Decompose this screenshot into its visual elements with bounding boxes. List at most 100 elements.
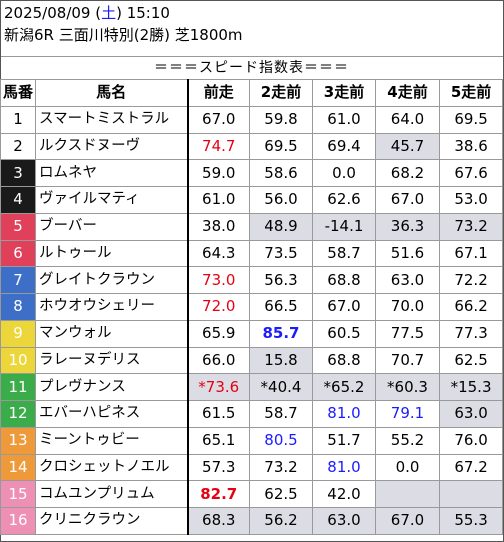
table-row: 4 ヴァイルマティ 61.0 56.0 62.6 67.0 53.0 [0, 186, 504, 214]
speed-index-cell: 77.5 [375, 319, 440, 348]
horse-name: ホウオウシェリー [35, 293, 189, 321]
speed-index-cell: 42.0 [312, 480, 376, 508]
horse-number: 14 [0, 453, 36, 482]
speed-index-cell: 0.0 [375, 453, 440, 482]
speed-index-cell: 62.6 [312, 186, 376, 214]
speed-index-cell [438, 480, 504, 508]
speed-index-cell: 56.3 [249, 266, 313, 294]
horse-number: 7 [0, 266, 36, 294]
horse-name: プレヴナンス [35, 373, 189, 401]
speed-index-cell: 38.6 [438, 132, 504, 161]
table-banner: ＝＝＝スピード指数表＝＝＝ [0, 56, 503, 80]
speed-index-cell: *65.2 [312, 373, 376, 401]
speed-index-cell: 68.3 [187, 507, 250, 535]
speed-index-cell: 63.0 [312, 507, 376, 535]
speed-index-cell: 61.0 [187, 186, 250, 214]
speed-index-cell: *40.4 [249, 373, 313, 401]
speed-index-cell: 67.0 [375, 507, 440, 535]
horse-name: クロシェットノエル [35, 453, 189, 482]
race-datetime: 2025/08/09 (土) 15:10 [4, 3, 170, 23]
table-banner-row: ＝＝＝スピード指数表＝＝＝ [0, 56, 503, 80]
horse-name: ルトゥール [35, 239, 189, 268]
table-row: 3 ロムネヤ 59.0 58.6 0.0 68.2 67.6 [0, 159, 504, 187]
speed-index-cell: 56.2 [249, 507, 313, 535]
horse-name: エバーハピネス [35, 400, 189, 428]
speed-index-cell: 77.3 [438, 319, 504, 348]
horse-number: 2 [0, 132, 36, 161]
horse-number: 11 [0, 373, 36, 401]
speed-index-cell: 55.2 [375, 426, 440, 455]
speed-index-cell: 73.0 [187, 266, 250, 294]
speed-index-cell: -14.1 [312, 212, 376, 241]
speed-index-cell: 67.0 [187, 105, 250, 134]
horse-number: 4 [0, 186, 36, 214]
speed-index-cell: *73.6 [187, 373, 250, 401]
speed-index-cell: 60.5 [312, 319, 376, 348]
weekday-text: 土 [101, 4, 117, 22]
horse-name: スマートミストラル [35, 105, 189, 134]
speed-index-cell: 81.0 [312, 453, 376, 482]
speed-index-cell: 73.2 [249, 453, 313, 482]
table-row: 12 エバーハピネス 61.5 58.7 81.0 79.1 63.0 [0, 400, 504, 428]
speed-index-cell: 63.0 [375, 266, 440, 294]
col-header-4th: 4走前 [375, 79, 440, 107]
speed-index-cell: 73.5 [249, 239, 313, 268]
col-header-number: 馬番 [0, 79, 36, 107]
speed-index-cell: *60.3 [375, 373, 440, 401]
speed-index-cell: 56.0 [249, 186, 313, 214]
speed-index-cell: 70.7 [375, 346, 440, 375]
speed-index-cell: 67.1 [438, 239, 504, 268]
speed-index-cell: 62.5 [249, 480, 313, 508]
horse-name: ミーントゥビー [35, 426, 189, 455]
speed-index-cell: 36.3 [375, 212, 440, 241]
col-header-name: 馬名 [35, 79, 189, 107]
table-row: 15 コムユンプリュム 82.7 62.5 42.0 [0, 480, 504, 508]
horse-number: 8 [0, 293, 36, 321]
speed-index-cell: 74.7 [187, 132, 250, 161]
speed-index-cell: 65.1 [187, 426, 250, 455]
speed-index-cell: 68.2 [375, 159, 440, 187]
speed-index-cell: 59.0 [187, 159, 250, 187]
speed-index-cell: 68.8 [312, 266, 376, 294]
speed-index-cell: 69.5 [438, 105, 504, 134]
horse-name: ヴァイルマティ [35, 186, 189, 214]
speed-index-cell: 15.8 [249, 346, 313, 375]
table-row: 14 クロシェットノエル 57.3 73.2 81.0 0.0 67.2 [0, 453, 504, 482]
speed-index-cell: 70.0 [375, 293, 440, 321]
horse-number: 1 [0, 105, 36, 134]
speed-index-table: ＝＝＝スピード指数表＝＝＝ 馬番 馬名 前走 2走前 3走前 4走前 5走前 1… [0, 56, 504, 535]
speed-index-cell: 79.1 [375, 400, 440, 428]
speed-index-cell: 66.0 [187, 346, 250, 375]
speed-index-cell: 64.0 [375, 105, 440, 134]
speed-index-cell: *15.3 [438, 373, 504, 401]
speed-index-cell: 53.0 [438, 186, 504, 214]
speed-index-cell: 61.0 [312, 105, 376, 134]
table-row: 7 グレイトクラウン 73.0 56.3 68.8 63.0 72.2 [0, 266, 504, 294]
speed-index-cell: 51.6 [375, 239, 440, 268]
speed-index-cell: 48.9 [249, 212, 313, 241]
speed-index-cell: 65.9 [187, 319, 250, 348]
speed-index-cell: 73.2 [438, 212, 504, 241]
horse-number: 15 [0, 480, 36, 508]
speed-index-cell: 68.8 [312, 346, 376, 375]
table-row: 11 プレヴナンス *73.6 *40.4 *65.2 *60.3 *15.3 [0, 373, 504, 401]
horse-name: ブーバー [35, 212, 189, 241]
speed-index-cell: 58.7 [249, 400, 313, 428]
horse-number: 5 [0, 212, 36, 241]
speed-index-cell: 63.0 [438, 400, 504, 428]
horse-number: 3 [0, 159, 36, 187]
race-title: 新潟6R 三面川特別(2勝) 芝1800m [4, 26, 243, 44]
speed-index-cell: 55.3 [438, 507, 504, 535]
table-row: 9 マンウォル 65.9 85.7 60.5 77.5 77.3 [0, 319, 504, 348]
table-row: 13 ミーントゥビー 65.1 80.5 51.7 55.2 76.0 [0, 426, 504, 455]
horse-name: クリニクラウン [35, 507, 189, 535]
horse-number: 6 [0, 239, 36, 268]
horse-name: グレイトクラウン [35, 266, 189, 294]
horse-name: コムユンプリュム [35, 480, 189, 508]
speed-index-cell: 58.6 [249, 159, 313, 187]
horse-name: マンウォル [35, 319, 189, 348]
horse-name: ルクスドヌーヴ [35, 132, 189, 161]
table-row: 6 ルトゥール 64.3 73.5 58.7 51.6 67.1 [0, 239, 504, 268]
speed-index-cell: 51.7 [312, 426, 376, 455]
date-text: 2025/08/09 ( [4, 4, 102, 22]
